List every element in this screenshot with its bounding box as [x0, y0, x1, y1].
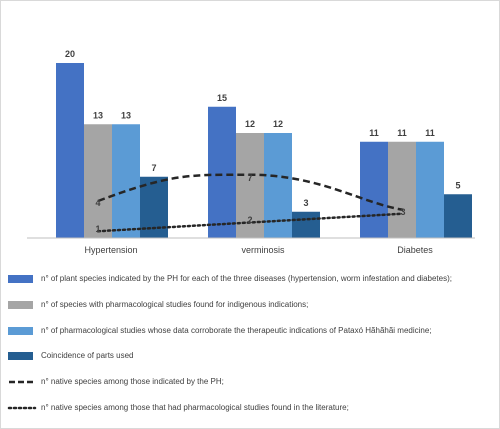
lines-layer: 4 7 3 1 2: [95, 173, 405, 234]
data-label: 5: [455, 180, 460, 190]
bar-s1-verminosis: [208, 106, 236, 238]
x-tick-label: verminosis: [241, 245, 285, 255]
data-label: 11: [369, 128, 379, 138]
legend: n° of plant species indicated by the PH …: [7, 274, 452, 412]
legend-entry: n° of plant species indicated by the PH …: [41, 274, 452, 283]
data-label: 15: [217, 93, 227, 103]
bar-s4-diabetes: [444, 194, 472, 238]
data-label: 7: [151, 163, 156, 173]
bar-s3-diabetes: [416, 141, 444, 238]
legend-entry: n° native species among those indicated …: [41, 377, 224, 386]
data-label: 12: [245, 119, 255, 129]
data-label: 11: [397, 128, 407, 138]
line-value-label: 4: [95, 198, 100, 208]
legend-label: n° of pharmacological studies whose data…: [41, 326, 432, 335]
bar-s2-diabetes: [388, 141, 416, 238]
x-tick-label: Hypertension: [84, 245, 137, 255]
line-value-label: 1: [95, 224, 100, 234]
native-species-studies-line: [96, 212, 404, 233]
data-label: 12: [273, 119, 283, 129]
data-label: 13: [93, 110, 103, 120]
legend-entry: Coincidence of parts used: [41, 351, 134, 360]
line-value-label: 7: [247, 173, 252, 183]
legend-label: n° native species among those that had p…: [41, 403, 349, 412]
legend-label: n° native species among those indicated …: [41, 377, 224, 386]
line-value-label: 2: [247, 215, 252, 225]
legend-swatch: [8, 275, 33, 283]
legend-swatch: [8, 301, 33, 309]
data-label: 11: [425, 128, 435, 138]
native-species-ph-line: [97, 173, 404, 211]
legend-label: n° of species with pharmacological studi…: [41, 300, 309, 309]
legend-swatch: [8, 327, 33, 335]
legend-label: n° of plant species indicated by the PH …: [41, 274, 452, 283]
legend-entry: n° of pharmacological studies whose data…: [41, 326, 432, 335]
legend-swatch: [8, 352, 33, 360]
bar-s1-diabetes: [360, 141, 388, 238]
legend-entry: n° of species with pharmacological studi…: [41, 300, 309, 309]
data-label: 3: [303, 198, 308, 208]
x-tick-label: Diabetes: [397, 245, 433, 255]
data-label: 20: [65, 49, 75, 59]
bar-s3-hypertension: [112, 124, 140, 238]
bar-s4-verminosis: [292, 211, 320, 238]
line-value-label: 3: [400, 207, 405, 217]
legend-label: Coincidence of parts used: [41, 351, 134, 360]
bars-layer: [56, 63, 472, 238]
bar-s2-verminosis: [236, 133, 264, 238]
data-label: 13: [121, 110, 131, 120]
legend-entry: n° native species among those that had p…: [41, 403, 349, 412]
bar-s1-hypertension: [56, 63, 84, 238]
bar-s2-hypertension: [84, 124, 112, 238]
